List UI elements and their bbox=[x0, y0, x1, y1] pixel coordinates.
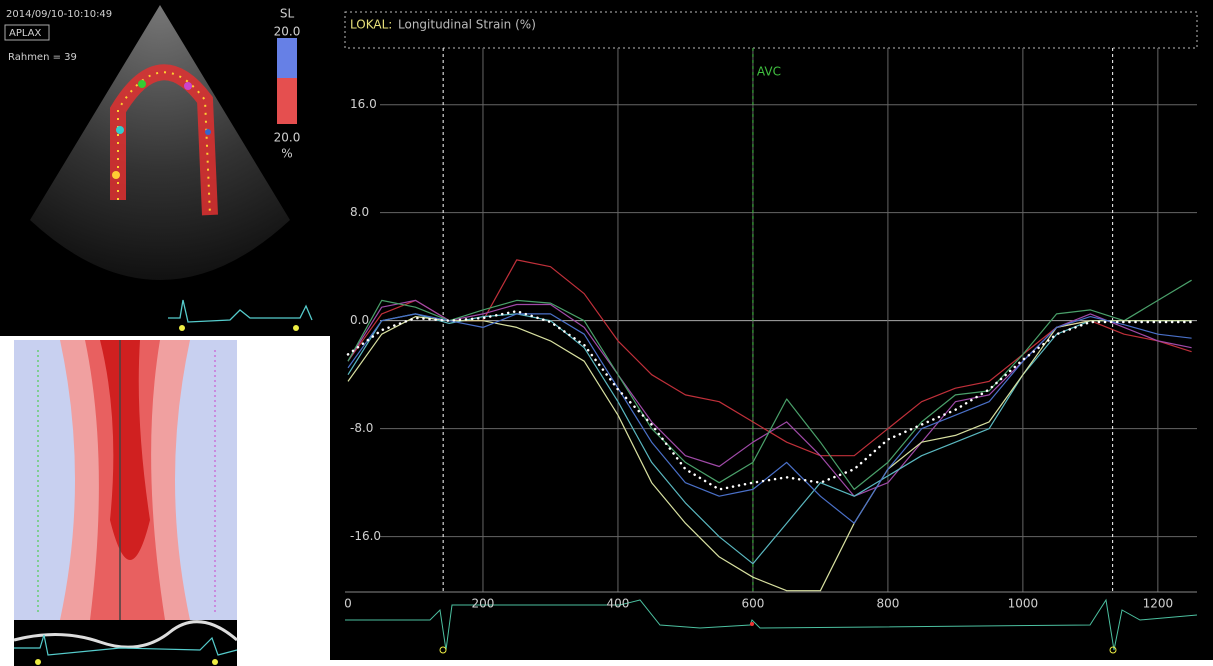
y-tick-label: -16.0 bbox=[350, 529, 381, 543]
x-tick-label: 200 bbox=[472, 597, 495, 611]
x-tick-label: 0 bbox=[344, 597, 352, 611]
scale-title: SL bbox=[280, 7, 295, 21]
x-tick-label: 400 bbox=[606, 597, 629, 611]
event-label: AVC bbox=[757, 65, 781, 79]
y-tick-label: 0.0 bbox=[350, 313, 369, 327]
x-tick-label: 800 bbox=[876, 597, 899, 611]
x-tick-label: 600 bbox=[741, 597, 764, 611]
y-tick-label: 8.0 bbox=[350, 205, 369, 219]
chart-panel bbox=[330, 0, 1213, 660]
timestamp: 2014/09/10-10:10:49 bbox=[6, 9, 112, 20]
scale-unit: % bbox=[281, 147, 292, 161]
y-tick-label: 16.0 bbox=[350, 97, 377, 111]
scale-max: 20.0 bbox=[274, 25, 301, 39]
echo-panel: 2014/09/10-10:10:49 APLAX Rahmen = 39 SL… bbox=[0, 0, 330, 336]
scale-min: 20.0 bbox=[274, 131, 301, 145]
x-tick-label: 1200 bbox=[1143, 597, 1174, 611]
frame-label: Rahmen = 39 bbox=[8, 52, 77, 63]
ecg-marker bbox=[750, 622, 754, 626]
strain-map bbox=[14, 340, 237, 666]
view-label: APLAX bbox=[9, 28, 42, 39]
y-tick-label: -8.0 bbox=[350, 421, 373, 435]
title-prefix: LOKAL: bbox=[350, 18, 392, 32]
chart-title: Longitudinal Strain (%) bbox=[398, 18, 536, 32]
x-tick-label: 1000 bbox=[1008, 597, 1039, 611]
screen: 2014/09/10-10:10:49 APLAX Rahmen = 39 SL… bbox=[0, 0, 1213, 666]
